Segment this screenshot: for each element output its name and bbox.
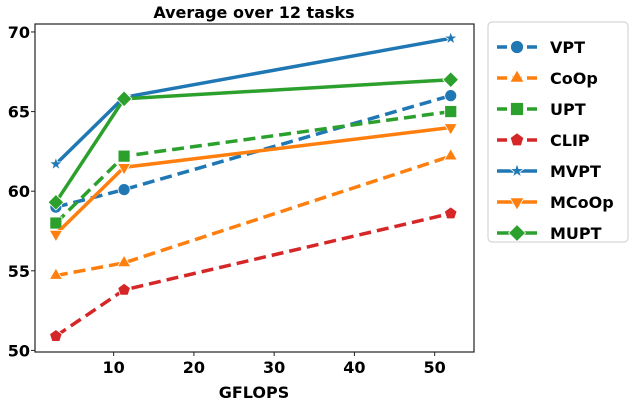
x-tick-label: 10 xyxy=(103,358,125,377)
legend-marker-coop xyxy=(509,69,525,83)
data-point-upt xyxy=(117,149,131,163)
data-point-coop xyxy=(443,147,458,161)
legend-marker-vpt xyxy=(510,40,524,54)
legend-marker-mvpt xyxy=(508,162,526,179)
plot-frame xyxy=(34,23,475,353)
data-point-vpt xyxy=(444,89,458,103)
legend-marker-mcoop xyxy=(509,197,525,211)
x-axis-label: GFLOPS xyxy=(219,383,290,402)
legend-item-upt: UPT xyxy=(497,100,586,119)
data-point-mupt xyxy=(442,71,460,89)
legend-item-vpt: VPT xyxy=(497,38,585,57)
data-point-clip xyxy=(443,206,458,220)
legend-label: MVPT xyxy=(550,162,601,181)
legend-item-clip: CLIP xyxy=(497,131,590,150)
legend-label: CLIP xyxy=(550,131,590,150)
legend-marker-upt xyxy=(510,102,524,116)
data-point-mvpt xyxy=(48,155,64,171)
data-point-mcoop xyxy=(443,123,458,136)
legend-box xyxy=(487,21,629,243)
x-tick-label: 20 xyxy=(183,358,205,377)
y-tick-label: 65 xyxy=(8,103,30,122)
legend-marker-mupt xyxy=(508,224,527,242)
data-point-upt xyxy=(444,105,458,118)
data-point-mupt xyxy=(47,193,65,211)
legend-label: VPT xyxy=(550,38,585,57)
series-line-mcoop xyxy=(54,125,451,236)
data-point-clip xyxy=(117,282,131,296)
data-point-clip xyxy=(49,329,63,342)
series-line-mvpt xyxy=(54,36,452,166)
y-tick-label: 55 xyxy=(8,262,30,281)
legend-label: CoOp xyxy=(550,69,598,88)
legend-label: UPT xyxy=(550,100,586,119)
legend: VPT CoOp UPT CLIP MVPT MCoOp MUPT xyxy=(487,21,629,243)
data-point-coop xyxy=(116,254,132,268)
legend-item-mupt: MUPT xyxy=(497,224,602,243)
series-line-clip xyxy=(54,211,452,338)
data-point-mupt xyxy=(115,90,133,108)
legend-label: MUPT xyxy=(550,224,602,243)
y-tick-label: 50 xyxy=(8,341,30,360)
series-line-mupt xyxy=(54,77,451,204)
legend-item-mvpt: MVPT xyxy=(497,162,601,181)
legend-item-coop: CoOp xyxy=(497,69,598,88)
y-tick-label: 70 xyxy=(8,23,30,42)
x-tick-label: 30 xyxy=(263,358,285,377)
data-point-coop xyxy=(48,267,64,280)
data-point-mcoop xyxy=(116,163,132,176)
chart-title: Average over 12 tasks xyxy=(153,3,354,22)
data-point-mcoop xyxy=(48,229,64,243)
legend-label: MCoOp xyxy=(550,193,614,212)
legend-item-mcoop: MCoOp xyxy=(497,193,614,212)
series-line-upt xyxy=(54,109,451,225)
legend-marker-clip xyxy=(509,132,525,147)
data-point-upt xyxy=(49,216,63,230)
data-point-vpt xyxy=(117,183,131,196)
y-tick-label: 60 xyxy=(8,182,30,201)
x-tick-label: 50 xyxy=(424,358,446,377)
data-point-mvpt xyxy=(443,30,459,45)
x-tick-label: 40 xyxy=(343,358,365,377)
series-line-coop xyxy=(55,154,452,278)
